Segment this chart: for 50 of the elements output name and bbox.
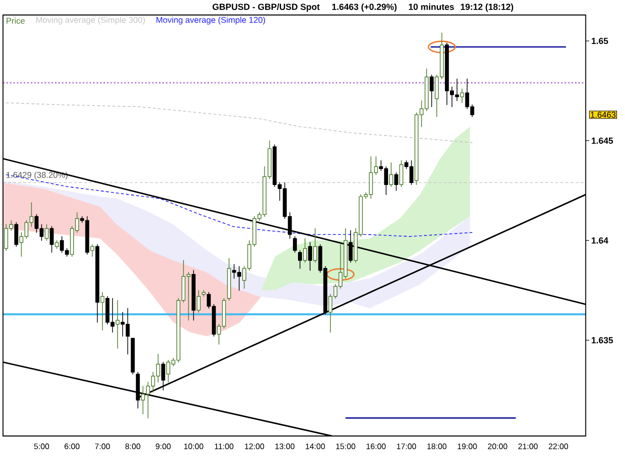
candlestick <box>348 230 353 263</box>
x-tick-label: 16:00 <box>366 444 386 450</box>
x-tick-label: 13:00 <box>275 444 294 450</box>
x-tick-label: 21:00 <box>518 444 538 450</box>
candlestick <box>430 74 434 108</box>
candlestick <box>54 240 59 249</box>
x-tick-label: 5:00 <box>34 444 50 450</box>
candlestick <box>460 88 464 104</box>
x-tick-label: 8:00 <box>125 444 140 450</box>
candlestick <box>14 222 18 247</box>
x-tick-label: 18:00 <box>427 444 446 450</box>
text: Moving average (Simple 120) <box>156 16 266 25</box>
candlestick <box>100 292 104 331</box>
x-tick-label: 17:00 <box>396 444 416 450</box>
x-tick-label: 20:00 <box>488 444 508 450</box>
x-tick-label: 22:00 <box>548 444 568 450</box>
y-tick-label: 1.635 <box>592 337 613 344</box>
candlestick <box>298 250 302 269</box>
text: Price <box>6 18 25 24</box>
x-tick-label: 15:00 <box>336 444 356 450</box>
y-tick-label: 1.65 <box>592 38 608 44</box>
candlestick <box>161 362 166 390</box>
candlestick <box>313 228 318 263</box>
candlestick <box>308 242 312 271</box>
x-tick-label: 7:00 <box>95 444 110 450</box>
text: Moving average (Simple 300) <box>36 16 145 25</box>
candlestick <box>130 338 135 375</box>
y-tick-label: 1.645 <box>592 138 613 144</box>
candlestick <box>227 258 232 301</box>
x-tick-label: 10:00 <box>184 444 204 450</box>
candlestick <box>44 224 49 241</box>
chart-title: GBPUSD - GBP/USD Spot <box>212 3 320 12</box>
candlestick <box>192 270 196 321</box>
candlestick <box>95 244 100 323</box>
y-tick-label: 1.64 <box>592 237 608 244</box>
x-tick-label: 9:00 <box>156 444 171 450</box>
candlestick <box>116 300 120 349</box>
candlestick <box>399 160 404 187</box>
x-tick-label: 6:00 <box>64 444 80 450</box>
x-tick-label: 12:00 <box>244 444 264 450</box>
candlestick <box>303 238 308 263</box>
chart-subtitle: 1.6463 (+0.29%) 10 minutes 19:12 (18:12) <box>332 3 514 12</box>
candlestick <box>196 290 201 313</box>
candlestick <box>389 162 394 187</box>
text: 1.6463 <box>590 112 616 118</box>
candlestick <box>292 236 297 253</box>
x-tick-label: 19:00 <box>458 444 477 450</box>
x-tick-label: 11:00 <box>214 444 234 450</box>
x-tick-label: 14:00 <box>306 444 325 450</box>
candlestick <box>90 244 94 257</box>
